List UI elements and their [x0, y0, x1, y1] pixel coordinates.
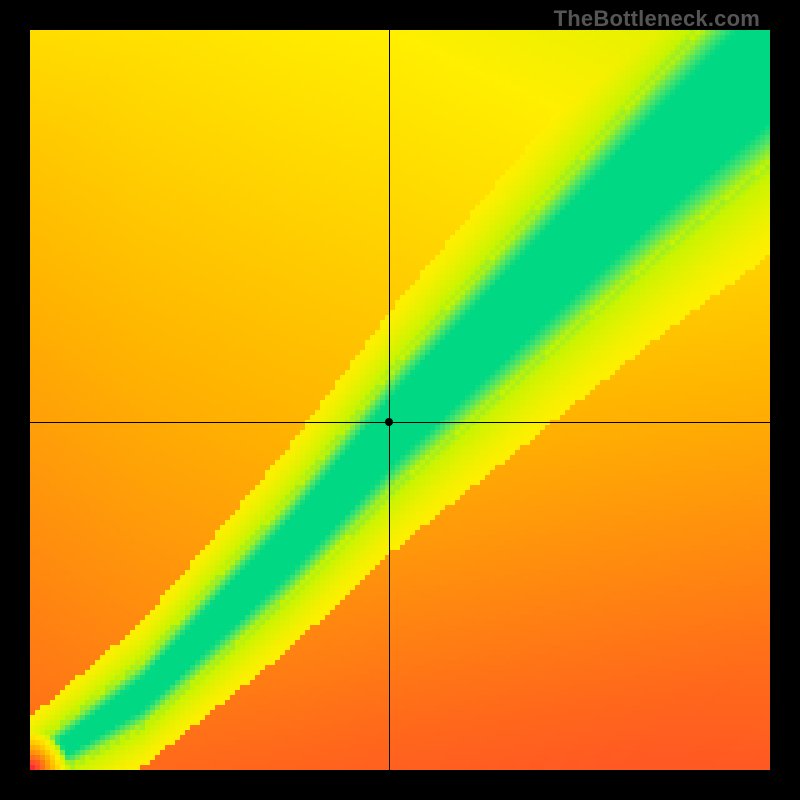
crosshair-horizontal — [30, 422, 770, 423]
watermark-text: TheBottleneck.com — [554, 6, 760, 32]
marker-dot — [385, 418, 393, 426]
plot-area — [30, 30, 770, 770]
heatmap-canvas — [30, 30, 770, 770]
chart-container: TheBottleneck.com — [0, 0, 800, 800]
crosshair-vertical — [389, 30, 390, 770]
